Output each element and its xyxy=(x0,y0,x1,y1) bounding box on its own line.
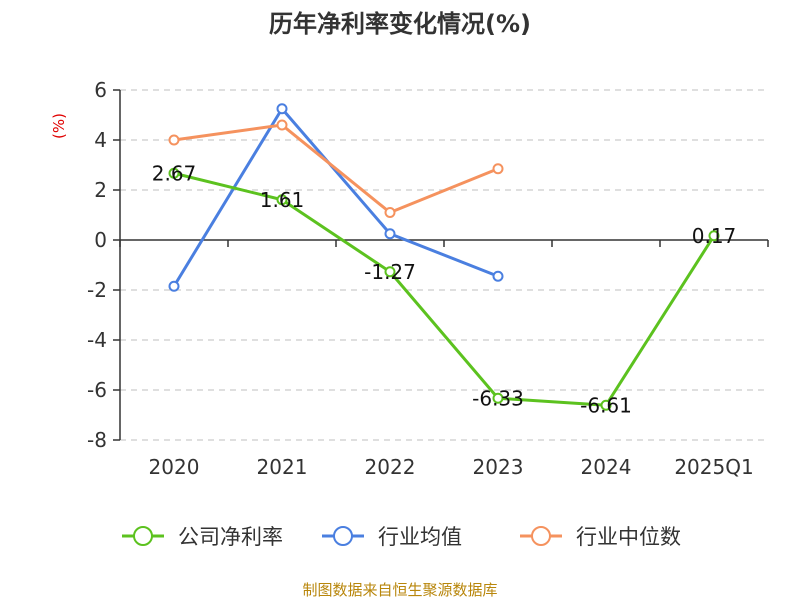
data-point[interactable] xyxy=(600,399,612,411)
x-tick-label: 2022 xyxy=(365,455,416,479)
data-label: -6.33 xyxy=(472,386,524,410)
legend-label: 行业均值 xyxy=(378,525,462,549)
axes: 6 4 2 0 -2 -4 -6 -8 2020 2021 2022 2023 2024 2025Q1 xyxy=(87,78,769,479)
data-point[interactable] xyxy=(276,194,288,206)
legend-item-1[interactable]: 行业均值 xyxy=(322,525,462,549)
y-tick-label: -6 xyxy=(87,378,107,402)
chart-title: 历年净利率变化情况(%) xyxy=(269,10,531,38)
data-point[interactable] xyxy=(168,280,180,292)
legend-item-0[interactable]: 公司净利率 xyxy=(122,525,283,549)
data-label: 1.61 xyxy=(260,188,305,212)
data-point[interactable] xyxy=(276,119,288,131)
x-tick-label: 2020 xyxy=(149,455,200,479)
legend-marker xyxy=(133,526,153,546)
data-label: -6.61 xyxy=(580,393,632,417)
source-note: 制图数据来自恒生聚源数据库 xyxy=(302,581,497,599)
x-tick-label: 2023 xyxy=(473,455,524,479)
grid xyxy=(120,89,768,441)
data-label: -1.27 xyxy=(364,260,416,284)
data-point[interactable] xyxy=(276,103,288,115)
legend-label: 公司净利率 xyxy=(178,525,283,549)
y-tick-label: -2 xyxy=(87,278,107,302)
legend[interactable]: 公司净利率 行业均值 行业中位数 xyxy=(122,525,681,549)
legend-item-2[interactable]: 行业中位数 xyxy=(520,525,681,549)
data-label: 2.67 xyxy=(152,161,197,185)
series-lines xyxy=(168,103,720,411)
series-line-0 xyxy=(173,171,716,407)
y-tick-label: -4 xyxy=(87,328,107,352)
y-tick-label: 4 xyxy=(94,128,107,152)
x-tick-label: 2025Q1 xyxy=(674,455,753,479)
data-point[interactable] xyxy=(492,392,504,404)
data-point[interactable] xyxy=(384,207,396,218)
x-tick-label: 2021 xyxy=(257,455,308,479)
y-tick-label: 2 xyxy=(94,178,107,202)
data-labels: 2.67 1.61 -1.27 -6.33 -6.61 0.17 xyxy=(152,161,737,417)
data-point[interactable] xyxy=(384,228,396,240)
data-point[interactable] xyxy=(168,167,180,179)
y-axis-unit: (%) xyxy=(50,113,68,139)
data-point[interactable] xyxy=(492,163,504,175)
series-line-1 xyxy=(172,107,499,288)
data-point[interactable] xyxy=(492,270,504,282)
data-label: 0.17 xyxy=(692,224,737,248)
series-line-2 xyxy=(173,123,499,214)
y-tick-label: -8 xyxy=(87,428,107,452)
legend-marker xyxy=(531,526,551,546)
legend-label: 行业中位数 xyxy=(576,525,681,549)
data-point[interactable] xyxy=(708,230,720,242)
legend-marker xyxy=(333,526,353,546)
y-tick-label: 6 xyxy=(94,78,107,102)
data-point[interactable] xyxy=(384,266,396,278)
x-tick-label: 2024 xyxy=(581,455,632,479)
data-point[interactable] xyxy=(168,134,180,146)
y-tick-label: 0 xyxy=(94,228,107,252)
